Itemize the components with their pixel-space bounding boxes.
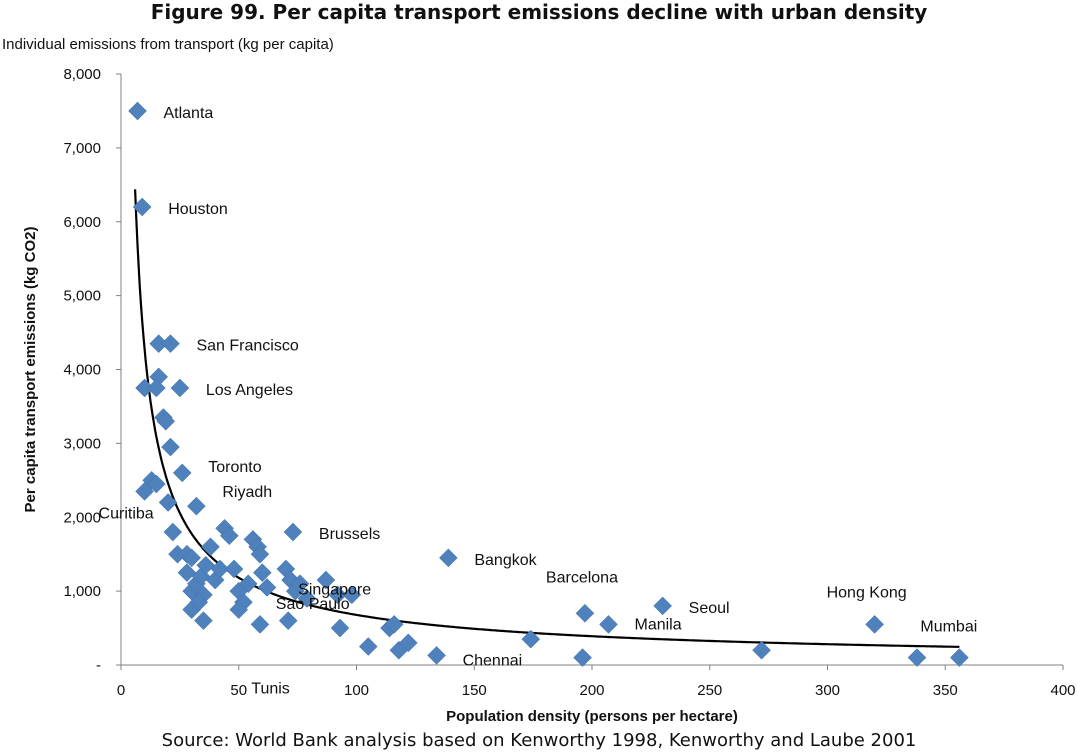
data-point-labeled <box>427 646 446 665</box>
data-point-labeled <box>132 197 152 217</box>
y-tick-label: 2,000 <box>63 509 101 526</box>
data-point-labeled <box>575 603 595 623</box>
data-point <box>297 589 317 608</box>
data-point <box>229 600 249 619</box>
point-label: Tunis <box>251 681 290 698</box>
data-point <box>521 629 541 649</box>
data-point <box>252 563 272 583</box>
data-point <box>196 555 216 575</box>
data-point-labeled <box>438 548 458 568</box>
data-point-labeled <box>170 378 190 398</box>
y-tick-label: 1,000 <box>63 583 101 600</box>
data-point-labeled <box>161 334 180 353</box>
data-point-labeled <box>384 615 404 634</box>
data-point-labeled <box>342 585 362 605</box>
data-point <box>156 411 176 431</box>
y-tick-label: 4,000 <box>63 362 101 379</box>
y-tick-label: 3,000 <box>63 435 101 452</box>
data-point <box>161 437 180 457</box>
point-label: Bangkok <box>474 552 537 569</box>
point-label: Sao Paulo <box>276 596 350 613</box>
data-point <box>189 592 209 612</box>
y-tick-label: 8,000 <box>63 66 101 83</box>
data-point-labeled <box>865 615 884 634</box>
data-point-labeled <box>599 615 618 634</box>
data-point <box>752 640 771 660</box>
data-point <box>250 544 270 564</box>
point-label: Brussels <box>319 526 380 543</box>
data-point <box>224 559 244 579</box>
y-axis-label: Per capita transport emissions (kg CO2) <box>22 227 39 513</box>
data-point <box>907 648 927 667</box>
point-label: San Francisco <box>196 338 298 355</box>
data-point <box>182 548 202 568</box>
x-tick-label: 300 <box>815 682 840 699</box>
point-label: Curitiba <box>99 505 154 522</box>
data-point <box>163 522 183 542</box>
point-label: Los Angeles <box>206 382 293 399</box>
point-label: Chennai <box>463 652 523 669</box>
data-point <box>257 578 277 597</box>
y-tick-label: 6,000 <box>63 214 101 231</box>
source-note: Source: World Bank analysis based on Ken… <box>161 730 917 751</box>
x-tick-label: 200 <box>579 682 604 699</box>
data-point-labeled <box>283 522 303 542</box>
point-label: Barcelona <box>546 569 618 586</box>
data-point <box>177 563 197 583</box>
x-tick-label: 350 <box>933 682 958 699</box>
y-tick-label: 7,000 <box>63 140 101 157</box>
point-label: Toronto <box>208 459 261 476</box>
data-point <box>330 618 350 638</box>
y-tick-label: 5,000 <box>63 288 101 305</box>
data-point <box>219 526 239 546</box>
data-point <box>328 585 348 605</box>
data-point <box>278 611 298 631</box>
data-point-labeled <box>172 463 192 483</box>
data-point <box>210 559 230 579</box>
data-point <box>146 474 166 494</box>
chart-subtitle: Individual emissions from transport (kg … <box>2 36 334 53</box>
y-tick-label: - <box>96 657 101 674</box>
data-point <box>201 537 220 557</box>
data-point <box>573 648 592 667</box>
x-axis-label: Population density (persons per hectare) <box>446 708 738 725</box>
data-point <box>290 574 310 594</box>
x-tick-label: 400 <box>1050 682 1075 699</box>
point-label: Seoul <box>689 600 730 617</box>
point-label: Atlanta <box>163 105 213 122</box>
trendline <box>134 189 960 648</box>
point-label: Mumbai <box>920 619 977 636</box>
point-label: Houston <box>168 201 228 218</box>
data-point-labeled <box>187 496 206 516</box>
x-tick-label: 0 <box>117 682 125 699</box>
point-label: Manila <box>634 616 681 633</box>
point-label: Riyadh <box>222 484 272 501</box>
data-point <box>158 493 178 512</box>
trendline-group <box>134 189 960 648</box>
data-point-labeled <box>950 648 969 667</box>
x-tick-label: 100 <box>344 682 369 699</box>
x-tick-label: 250 <box>697 682 722 699</box>
point-label: Hong Kong <box>827 584 907 601</box>
data-point <box>316 570 336 590</box>
chart-title: Figure 99. Per capita transport emission… <box>150 0 928 24</box>
x-tick-label: 150 <box>462 682 487 699</box>
data-point-labeled <box>128 101 147 121</box>
data-point <box>146 378 166 398</box>
data-point <box>238 574 258 594</box>
axes: - 1,000 2,000 3,000 4,000 5,000 6,000 7,000 8,00… <box>63 66 1075 699</box>
point-label: Singapore <box>298 581 371 598</box>
data-point-labeled <box>653 596 673 616</box>
data-point-labeled <box>358 637 378 656</box>
labels-group: Atlanta Houston San Francisco Los Angeles To… <box>99 105 978 698</box>
data-point <box>398 633 418 653</box>
x-tick-label: 50 <box>230 682 247 699</box>
data-point-labeled <box>135 482 154 501</box>
data-point <box>194 611 213 631</box>
points-group <box>128 101 969 667</box>
data-point <box>250 615 270 634</box>
